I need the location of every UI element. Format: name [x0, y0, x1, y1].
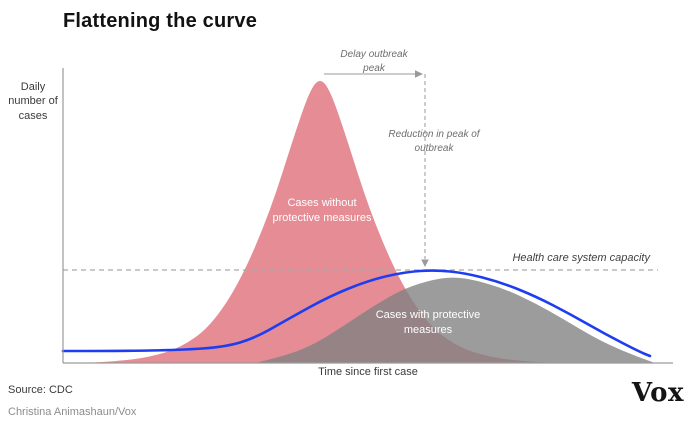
credit-text: Christina Animashaun/Vox [8, 406, 137, 418]
delay-outbreak-annotation: Delay outbreak peak [340, 49, 408, 74]
source-text: Source: CDC [8, 384, 73, 396]
curve-label-with-measures: Cases with protective measures [375, 309, 481, 336]
delay-arrow-head-icon [415, 70, 423, 78]
x-axis-label: Time since first case [318, 366, 418, 378]
curve-without-measures [85, 81, 555, 363]
curve-with-measures [255, 277, 655, 363]
vox-logo: Vox [631, 378, 684, 408]
reduction-arrow-head-icon [421, 259, 429, 267]
capacity-line-label: Health care system capacity [512, 252, 650, 264]
curve-label-without-measures: Cases without protective measures [272, 197, 372, 224]
curve-flattened-blue-line [61, 269, 652, 358]
y-axis-label: Daily number of cases [8, 81, 58, 122]
reduction-peak-annotation: Reduction in peak of outbreak [388, 129, 480, 154]
chart-title: Flattening the curve [63, 10, 258, 32]
